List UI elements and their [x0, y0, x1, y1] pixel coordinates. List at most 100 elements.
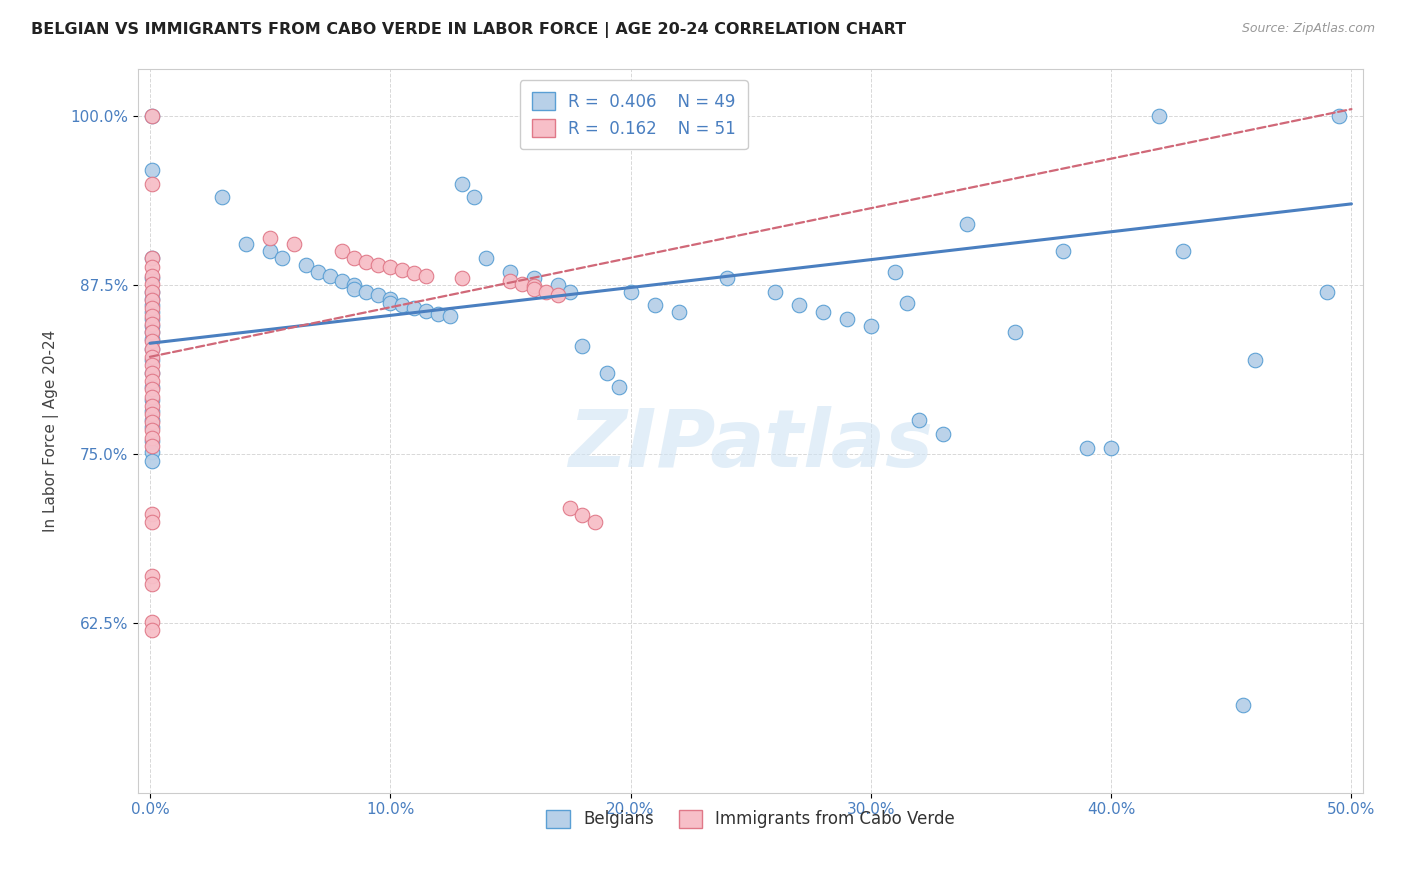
Point: [141, 268, 163, 283]
Point: [404, 266, 426, 280]
Point: [141, 342, 163, 356]
Point: [644, 298, 666, 312]
Point: [259, 244, 281, 259]
Point: [1316, 285, 1339, 299]
Point: [367, 287, 389, 301]
Point: [141, 393, 163, 408]
Point: [141, 293, 163, 307]
Point: [1232, 698, 1254, 712]
Point: [141, 379, 163, 393]
Point: [547, 287, 569, 301]
Point: [451, 177, 474, 191]
Point: [1076, 441, 1098, 455]
Point: [141, 439, 163, 453]
Point: [956, 217, 979, 231]
Point: [380, 295, 402, 310]
Point: [141, 431, 163, 445]
Point: [1004, 326, 1026, 340]
Point: [141, 423, 163, 437]
Point: [141, 285, 163, 299]
Point: [547, 278, 569, 293]
Point: [595, 366, 617, 380]
Point: [1052, 244, 1074, 259]
Point: [141, 292, 163, 306]
Point: [141, 312, 163, 326]
Point: [141, 507, 163, 521]
Point: [415, 303, 437, 318]
Point: [367, 258, 389, 272]
Point: [1173, 244, 1195, 259]
Point: [141, 407, 163, 421]
Point: [141, 342, 163, 356]
Point: [141, 109, 163, 123]
Point: [141, 318, 163, 332]
Point: [439, 310, 461, 324]
Point: [427, 306, 450, 320]
Point: [571, 508, 593, 523]
Point: [141, 251, 163, 265]
Point: [523, 282, 546, 296]
Point: [560, 501, 582, 516]
Point: [141, 298, 163, 312]
Point: [141, 454, 163, 468]
Point: [307, 264, 329, 278]
Point: [141, 391, 163, 405]
Point: [283, 237, 305, 252]
Point: [1147, 109, 1170, 123]
Point: [391, 263, 413, 277]
Point: [835, 312, 858, 326]
Point: [883, 264, 905, 278]
Point: [141, 301, 163, 315]
Point: [141, 109, 163, 123]
Point: [141, 350, 163, 364]
Point: [811, 305, 834, 319]
Point: [763, 285, 786, 299]
Point: [141, 434, 163, 448]
Point: [560, 285, 582, 299]
Point: [908, 413, 931, 427]
Point: [141, 444, 163, 458]
Point: [415, 268, 437, 283]
Text: ZIPatlas: ZIPatlas: [568, 406, 934, 484]
Point: [354, 285, 377, 299]
Point: [404, 301, 426, 315]
Point: [141, 374, 163, 388]
Point: [859, 318, 882, 333]
Point: [141, 366, 163, 380]
Point: [571, 339, 593, 353]
Point: [141, 366, 163, 380]
Point: [141, 569, 163, 583]
Point: [523, 271, 546, 285]
Point: [607, 379, 630, 393]
Point: [141, 382, 163, 396]
Point: [141, 318, 163, 333]
Point: [499, 264, 522, 278]
Point: [319, 268, 342, 283]
Point: [141, 260, 163, 275]
Point: [536, 285, 558, 299]
Point: [463, 190, 485, 204]
Point: [141, 420, 163, 434]
Point: [141, 399, 163, 413]
Point: [391, 298, 413, 312]
Point: [235, 237, 257, 252]
Point: [141, 415, 163, 429]
Point: [932, 427, 955, 442]
Point: [380, 260, 402, 275]
Point: [499, 274, 522, 288]
Point: [141, 305, 163, 319]
Point: [141, 334, 163, 348]
Point: [141, 326, 163, 340]
Point: [343, 278, 366, 293]
Point: [354, 255, 377, 269]
Point: [141, 577, 163, 591]
Point: [141, 358, 163, 372]
Point: [141, 251, 163, 265]
Point: [330, 244, 353, 259]
Point: [141, 277, 163, 291]
Point: [141, 615, 163, 629]
Point: [1099, 441, 1122, 455]
Point: [896, 295, 918, 310]
Point: [211, 190, 233, 204]
Point: [141, 515, 163, 529]
